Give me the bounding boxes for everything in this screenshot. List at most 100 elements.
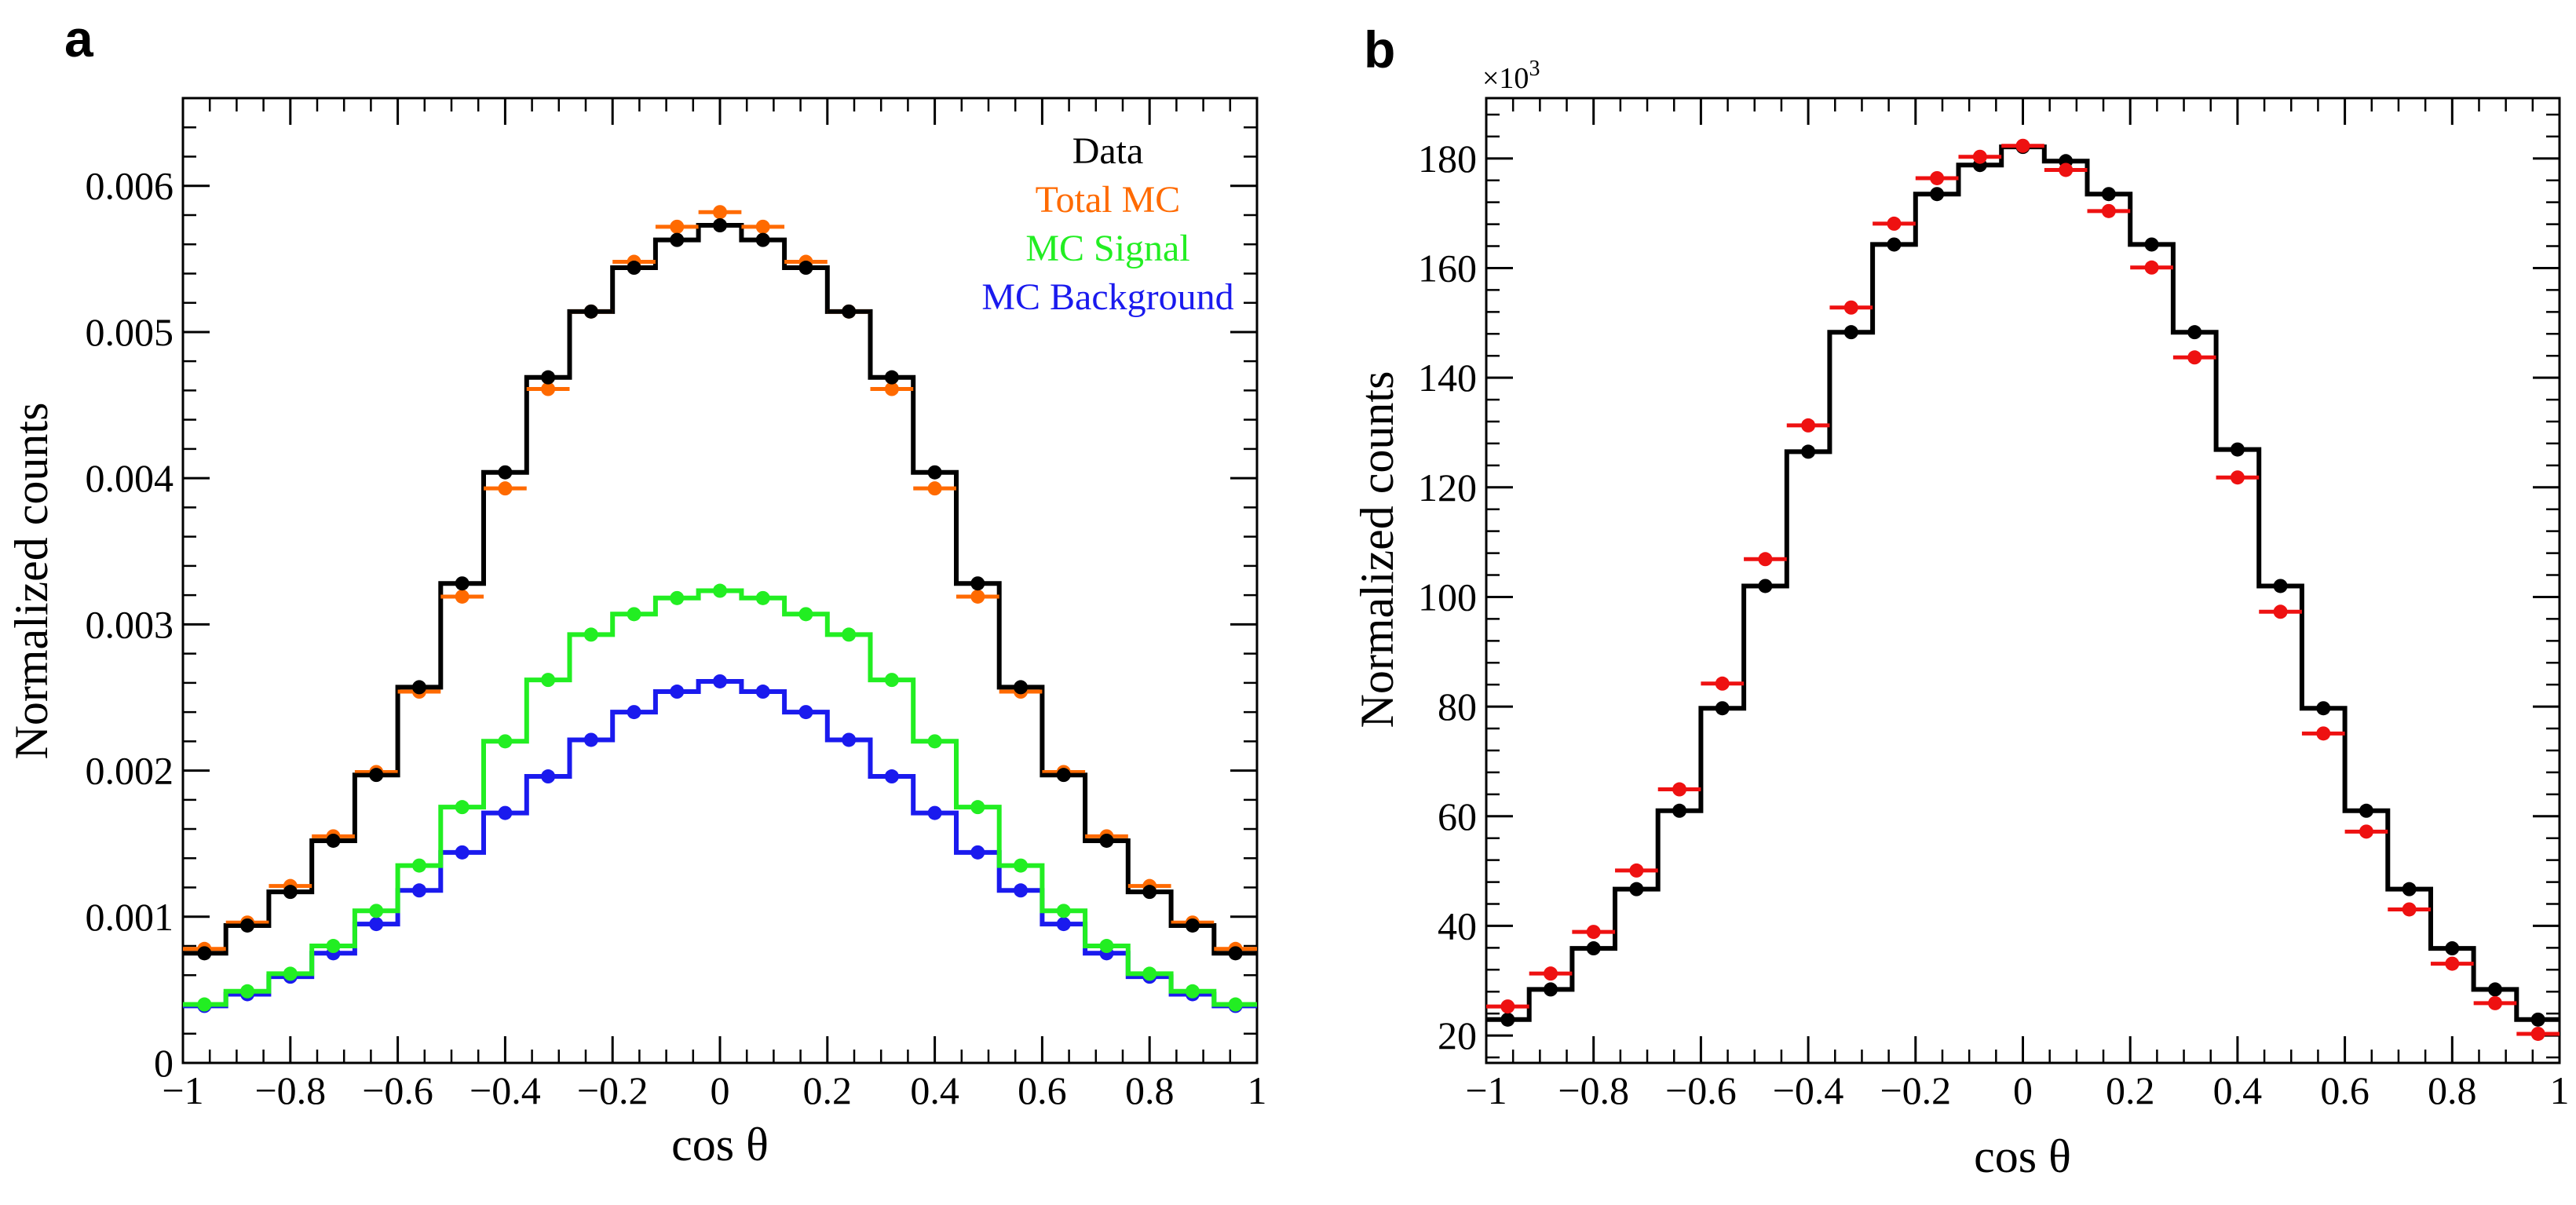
mc-background-data-point xyxy=(755,685,770,699)
data-data-point xyxy=(498,465,513,480)
data-data-point xyxy=(798,261,813,276)
mc-signal-data-point xyxy=(197,997,212,1012)
total-mc-data-point xyxy=(884,382,899,396)
series-1-data-point xyxy=(1758,552,1773,567)
panel-a-letter: a xyxy=(64,9,94,68)
legend-entry-mc-signal: MC Signal xyxy=(1025,228,1189,269)
panel-a-legend: Data Total MC MC Signal MC Background xyxy=(981,130,1233,318)
x-tick-label: 1 xyxy=(1248,1068,1267,1112)
panel-b-y-multiplier: ×103 xyxy=(1482,57,1540,95)
series-1-data-point xyxy=(2101,203,2116,218)
series-1-data-point xyxy=(1930,170,1945,185)
mc-background-data-point xyxy=(455,845,470,860)
mc-signal-data-point xyxy=(455,800,470,815)
panel-a-x-tick-labels: −1 −0.8 −0.6 −0.4 −0.2 0 0.2 0.4 0.6 0.8 1 xyxy=(162,1068,1266,1112)
panel-a-x-axis-title: cos θ xyxy=(671,1119,769,1170)
y-tick-label: 160 xyxy=(1418,246,1477,290)
y-tick-label: 40 xyxy=(1438,904,1477,948)
series-0-data-point xyxy=(1930,187,1945,202)
mc-signal-data-point xyxy=(927,734,942,749)
panel-a-y-tick-labels: 0 0.001 0.002 0.003 0.004 0.005 0.006 xyxy=(86,164,174,1085)
total-mc-data-point xyxy=(970,589,985,604)
data-data-point xyxy=(583,304,598,319)
data-data-point xyxy=(970,576,985,591)
data-data-point xyxy=(240,918,255,933)
series-0-data-point xyxy=(2487,982,2502,997)
y-tick-label: 180 xyxy=(1418,137,1477,181)
x-tick-label: 0.2 xyxy=(2106,1068,2155,1112)
total-mc-data-point xyxy=(670,219,685,234)
mc-background-data-point xyxy=(842,732,857,747)
mc-signal-data-point xyxy=(326,939,341,954)
y-tick-label: 100 xyxy=(1418,575,1477,619)
data-data-point xyxy=(197,946,212,961)
mc-background-data-point xyxy=(970,845,985,860)
series-0-data-point xyxy=(2273,579,2288,593)
data-data-point xyxy=(713,218,727,233)
total-mc-data-point xyxy=(498,481,513,496)
series-1-data-point xyxy=(2144,260,2159,275)
series-0-data-point xyxy=(2445,941,2460,956)
series-1-data-point xyxy=(1629,863,1644,878)
mc-background-data-point xyxy=(583,732,598,747)
series-1-data-point xyxy=(1500,999,1515,1014)
y-tick-label: 120 xyxy=(1418,466,1477,509)
y-tick-label: 140 xyxy=(1418,356,1477,400)
x-tick-label: −0.4 xyxy=(470,1068,541,1112)
data-data-point xyxy=(411,680,426,695)
series-1-data-point xyxy=(1801,418,1816,433)
total-mc-data-point xyxy=(541,382,556,396)
mc-background-data-point xyxy=(670,685,685,699)
data-data-point xyxy=(884,370,899,385)
mc-signal-data-point xyxy=(1228,997,1243,1012)
mc-signal-data-point xyxy=(627,607,641,622)
mc-background-data-point xyxy=(498,805,513,820)
legend-entry-data: Data xyxy=(1072,130,1144,172)
series-1-data-point xyxy=(1972,149,1987,164)
mc-background-data-point xyxy=(411,883,426,898)
y-multiplier-base: ×10 xyxy=(1482,62,1529,95)
mc-background-data-point xyxy=(927,805,942,820)
y-tick-label: 60 xyxy=(1438,794,1477,838)
data-data-point xyxy=(541,370,556,385)
legend-entry-total-mc: Total MC xyxy=(1036,179,1181,221)
mc-background-data-point xyxy=(1014,883,1029,898)
x-tick-label: −0.6 xyxy=(1665,1068,1737,1112)
mc-signal-data-point xyxy=(498,734,513,749)
panel-b-y-tick-labels: 20 40 60 80 100 120 140 160 180 xyxy=(1418,137,1477,1057)
mc-signal-data-point xyxy=(884,673,899,688)
total-mc-data-point xyxy=(927,481,942,496)
mc-signal-data-point xyxy=(798,607,813,622)
series-0-data-point xyxy=(1758,579,1773,593)
y-tick-label: 20 xyxy=(1438,1013,1477,1057)
y-tick-label: 0.004 xyxy=(86,456,174,500)
x-tick-label: −0.2 xyxy=(577,1068,649,1112)
mc-signal-data-point xyxy=(369,904,384,918)
data-data-point xyxy=(1056,768,1071,783)
x-tick-label: 0.8 xyxy=(2428,1068,2477,1112)
total-mc-data-point xyxy=(713,205,727,220)
data-data-point xyxy=(755,232,770,247)
mc-signal-data-point xyxy=(755,590,770,605)
data-data-point xyxy=(1142,885,1157,900)
y-tick-label: 80 xyxy=(1438,685,1477,728)
mc-signal-data-point xyxy=(713,583,727,598)
series-0-data-point xyxy=(2144,237,2159,252)
series-1-data-point xyxy=(2487,995,2502,1010)
mc-signal-data-point xyxy=(541,673,556,688)
x-tick-label: 0.4 xyxy=(910,1068,959,1112)
x-tick-label: 1 xyxy=(2550,1068,2570,1112)
total-mc-data-point xyxy=(755,219,770,234)
x-tick-label: 0.6 xyxy=(1018,1068,1067,1112)
series-0-data-point xyxy=(2359,803,2373,818)
series-1-data-point xyxy=(2530,1026,2545,1041)
mc-signal-data-point xyxy=(1185,984,1200,999)
mc-background-data-point xyxy=(798,705,813,720)
x-tick-label: −0.8 xyxy=(1558,1068,1629,1112)
data-data-point xyxy=(670,232,685,247)
data-data-point xyxy=(369,768,384,783)
series-0-data-point xyxy=(1586,941,1601,956)
data-data-point xyxy=(1228,946,1243,961)
series-1-data-point xyxy=(2187,350,2202,365)
mc-signal-data-point xyxy=(1142,966,1157,981)
